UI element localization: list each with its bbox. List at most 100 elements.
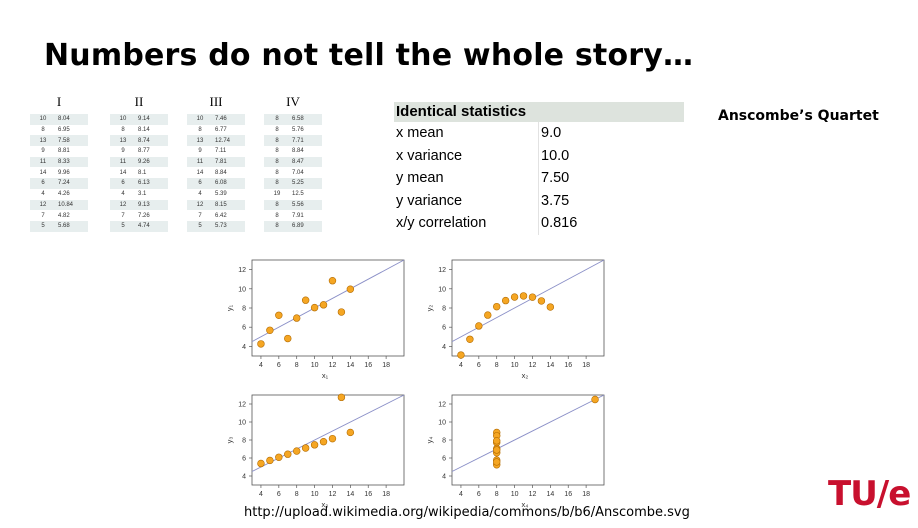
table-row: 8 8.47 (264, 156, 322, 168)
x-value: 4 (41, 191, 45, 198)
table-row: 7 6.42 (187, 210, 245, 221)
x-value: 9 (41, 148, 45, 155)
table-row: 8 6.89 (264, 220, 322, 232)
stats-row: x/y correlation 0.816 (394, 212, 684, 235)
stats-row: y mean 7.50 (394, 167, 684, 190)
y-value: 5.39 (215, 191, 227, 198)
x-tick-label: 16 (364, 362, 372, 369)
x-value: 8 (264, 156, 290, 168)
y-value: 7.04 (292, 169, 304, 176)
y-value: 5.56 (290, 199, 322, 211)
y-tick-label: 12 (238, 402, 246, 409)
x-value: 8 (198, 127, 202, 134)
stat-value: 3.75 (541, 192, 570, 209)
y-value: 6.89 (290, 220, 322, 232)
y-value: 6.13 (136, 178, 168, 189)
x-value: 11 (187, 156, 213, 168)
stats-header: Identical statistics (394, 102, 684, 122)
plot-frame (251, 259, 405, 357)
data-point (328, 277, 337, 285)
table-row: 7 4.82 (30, 210, 88, 221)
data-point (257, 340, 265, 348)
y-value: 6.58 (290, 114, 322, 125)
y-tick-label: 4 (242, 344, 246, 351)
y-value: 5.68 (56, 220, 88, 232)
x-value: 4 (198, 191, 202, 198)
table-row: 12 10.84 (30, 199, 88, 211)
table-row: 11 7.81 (187, 156, 245, 168)
x-value: 9 (198, 148, 202, 155)
dataset-label: II (134, 94, 144, 109)
x-tick-label: 10 (311, 362, 319, 369)
y-tick-label: 12 (438, 267, 446, 274)
x-tick-label: 16 (564, 491, 572, 498)
data-point (337, 308, 346, 316)
data-point (510, 293, 519, 301)
data-point (284, 450, 292, 458)
y-axis-label: y₂ (425, 305, 434, 312)
x-value: 8 (41, 127, 45, 134)
y-value: 8.81 (58, 148, 70, 155)
x-axis-label: x₂ (522, 371, 529, 380)
stat-label: x mean (394, 122, 539, 145)
data-point (319, 438, 328, 446)
y-value: 3.1 (138, 191, 147, 198)
x-value: 8 (264, 199, 290, 211)
x-tick-label: 8 (495, 362, 499, 369)
y-value: 7.91 (292, 212, 304, 219)
x-value: 8 (275, 148, 279, 155)
x-value: 13 (187, 135, 213, 147)
stat-label: y variance (394, 189, 539, 212)
dataset-table-1: I 10 8.04 8 6.95 13 7.58 9 8.81 11 8.33 14 9.96 6 7.24… (30, 94, 88, 232)
table-row: 13 7.58 (30, 135, 88, 147)
y-value: 9.13 (136, 199, 168, 211)
table-row: 12 8.15 (187, 199, 245, 211)
x-tick-label: 4 (259, 491, 263, 498)
x-value: 11 (110, 156, 136, 168)
table-row: 14 9.96 (30, 167, 88, 178)
data-point (284, 334, 292, 343)
dataset-label: I (56, 94, 62, 109)
table-row: 4 4.26 (30, 189, 88, 200)
plot-frame (451, 394, 605, 486)
x-value: 14 (119, 169, 127, 176)
plot-frame (451, 259, 605, 357)
x-tick-label: 4 (259, 362, 263, 369)
data-point (475, 322, 483, 330)
dataset-label: III (209, 94, 223, 109)
dataset-table-2: II 10 9.14 8 8.14 13 8.74 9 8.77 11 9.26 14 8.1 6 6.13… (110, 94, 168, 232)
x-value: 13 (110, 135, 136, 147)
data-point (493, 302, 501, 311)
x-value: 5 (30, 220, 56, 232)
x-value: 7 (198, 212, 202, 219)
regression-line (451, 259, 605, 342)
data-point (266, 326, 274, 334)
data-point (466, 335, 474, 343)
x-value: 9 (121, 148, 125, 155)
table-row: 6 7.24 (30, 178, 88, 189)
data-point (346, 285, 355, 293)
x-tick-label: 18 (382, 491, 390, 498)
y-value: 9.14 (136, 114, 168, 125)
stat-label: x/y correlation (394, 212, 539, 235)
table-row: 9 8.81 (30, 146, 88, 157)
y-value: 5.73 (213, 220, 245, 232)
table-row: 19 12.5 (264, 189, 322, 200)
x-tick-label: 10 (511, 362, 519, 369)
stat-value: 9.0 (541, 125, 562, 142)
y-tick-label: 6 (442, 456, 446, 463)
dataset-label: IV (286, 94, 300, 109)
x-value: 8 (275, 169, 279, 176)
stats-row: x variance 10.0 (394, 144, 684, 167)
x-value: 10 (30, 114, 56, 125)
data-point (457, 351, 465, 359)
x-value: 8 (264, 135, 290, 147)
x-value: 8 (264, 178, 290, 189)
stat-value: 0.816 (541, 215, 578, 232)
x-value: 8 (275, 212, 279, 219)
x-tick-label: 6 (277, 491, 281, 498)
x-value: 8 (264, 114, 290, 125)
data-point (328, 434, 337, 443)
y-tick-label: 10 (238, 420, 246, 427)
x-tick-label: 6 (477, 362, 481, 369)
